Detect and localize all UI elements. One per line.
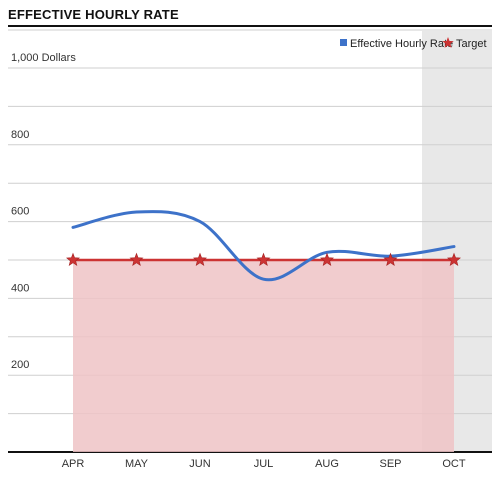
x-tick-label: JUL — [254, 458, 274, 470]
target-area — [73, 260, 454, 452]
y-tick-label: 400 — [11, 282, 29, 294]
title-rule — [8, 25, 492, 27]
legend-swatch-effective-hourly-rate — [340, 39, 347, 46]
y-tick-label: 1,000 Dollars — [11, 52, 76, 64]
target-star-marker — [383, 252, 398, 266]
y-tick-label: 800 — [11, 129, 29, 141]
target-star-marker — [66, 252, 80, 266]
y-tick-label: 200 — [11, 359, 29, 371]
y-tick-label: 600 — [11, 206, 29, 218]
x-tick-label: MAY — [125, 458, 149, 470]
legend-label-target: Target — [456, 38, 487, 50]
x-tick-label: SEP — [379, 458, 401, 470]
x-tick-label: JUN — [189, 458, 210, 470]
target-star-marker — [256, 252, 271, 266]
target-star-marker — [193, 252, 207, 266]
target-star-marker — [320, 252, 334, 266]
x-tick-label: OCT — [442, 458, 466, 470]
target-star-marker — [447, 252, 461, 266]
legend-star-target — [442, 37, 454, 48]
legend-label-effective-hourly-rate: Effective Hourly Rate — [350, 38, 453, 50]
x-tick-label: AUG — [315, 458, 339, 470]
x-tick-label: APR — [62, 458, 85, 470]
target-star-marker — [129, 252, 144, 266]
chart-title: EFFECTIVE HOURLY RATE — [8, 7, 179, 22]
